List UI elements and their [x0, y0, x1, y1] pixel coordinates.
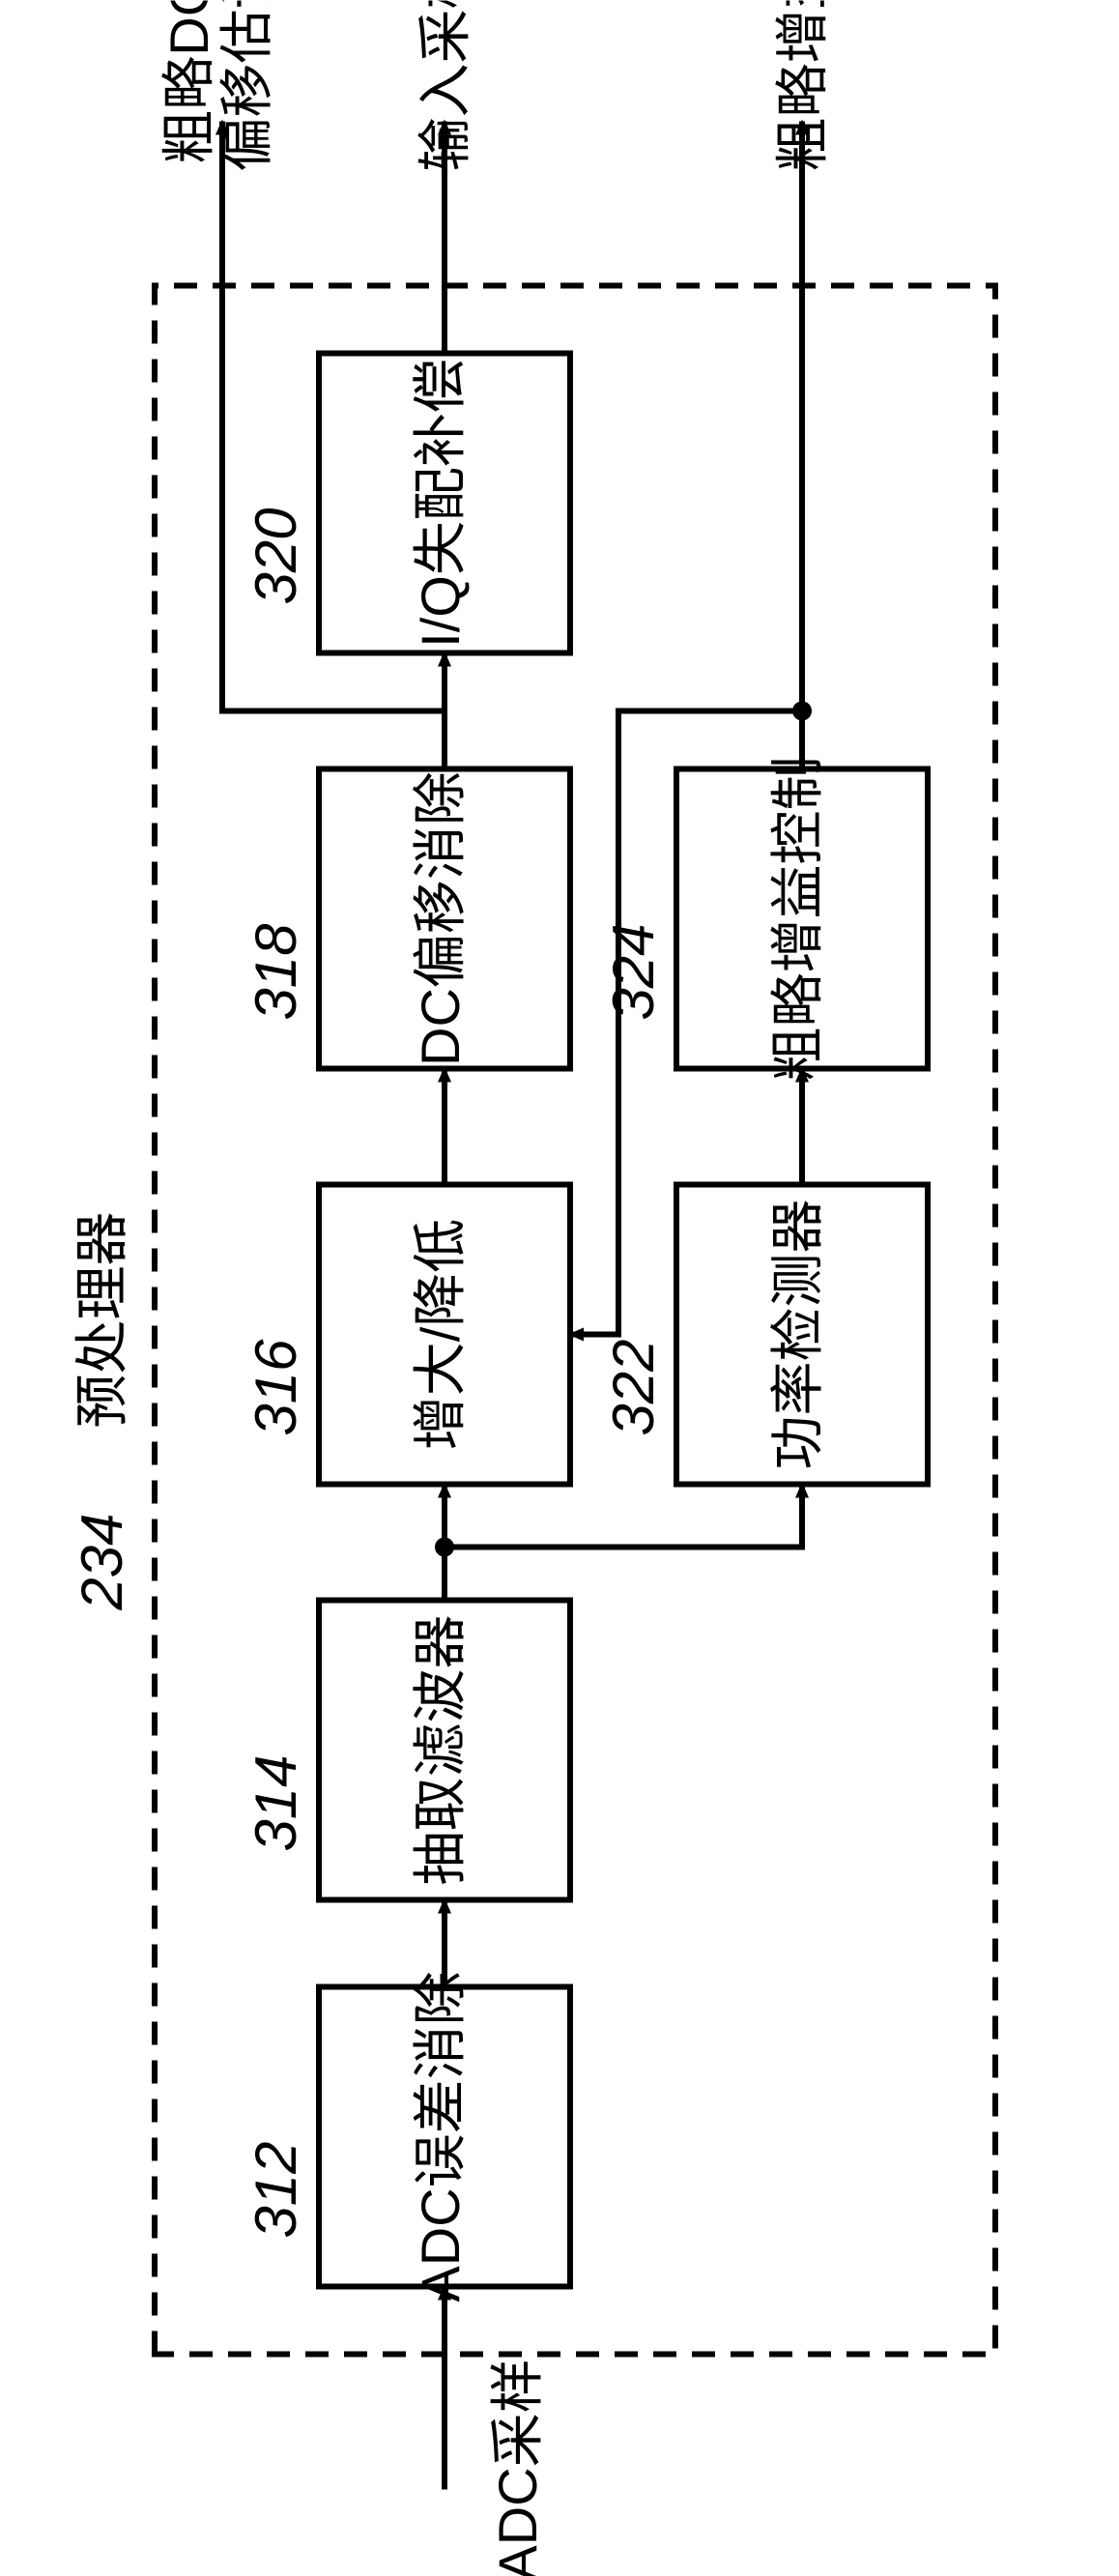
- node-b324: 324 粗略增益控制: [601, 756, 928, 1081]
- ref-b320: 320: [244, 507, 308, 604]
- io-out-top: 粗略DC 偏移估计: [158, 0, 277, 171]
- label-b316: 增大/降低: [410, 1218, 471, 1450]
- ref-b318: 318: [244, 922, 308, 1020]
- label-b322: 功率检测器: [767, 1199, 828, 1469]
- node-b314: 314 抽取滤波器: [244, 1600, 570, 1899]
- label-b312: ADC误差消除: [410, 1971, 471, 2301]
- node-b318: 318 DC偏移消除: [244, 768, 570, 1068]
- io-out-bottom: 粗略增益: [772, 0, 833, 171]
- container-title: 预处理器: [72, 1211, 132, 1428]
- label-b320: I/Q失配补偿: [410, 359, 471, 648]
- ref-b324: 324: [601, 923, 666, 1020]
- label-b314: 抽取滤波器: [410, 1614, 471, 1885]
- ref-b312: 312: [244, 2141, 308, 2238]
- node-b320: 320 I/Q失配补偿: [244, 353, 570, 652]
- ref-b322: 322: [601, 1339, 666, 1435]
- preprocessor-flowchart: 234 预处理器 312 ADC误差消除 314 抽取滤波器 316 增大/降低…: [0, 0, 1119, 2576]
- io-out-mid: 输入采样: [415, 0, 475, 171]
- io-in-left: ADC采样: [487, 2359, 548, 2576]
- node-b312: 312 ADC误差消除: [244, 1971, 570, 2301]
- ref-b314: 314: [244, 1754, 308, 1851]
- junction-2: [792, 701, 812, 720]
- label-b324: 粗略增益控制: [767, 756, 828, 1081]
- label-b318: DC偏移消除: [410, 771, 471, 1066]
- edge-tap-b322: [445, 1484, 802, 1547]
- node-b316: 316 增大/降低: [244, 1184, 570, 1484]
- ref-b316: 316: [244, 1338, 308, 1435]
- container-ref: 234: [70, 1513, 134, 1610]
- junction-1: [435, 1537, 454, 1556]
- node-b322: 322 功率检测器: [601, 1184, 928, 1484]
